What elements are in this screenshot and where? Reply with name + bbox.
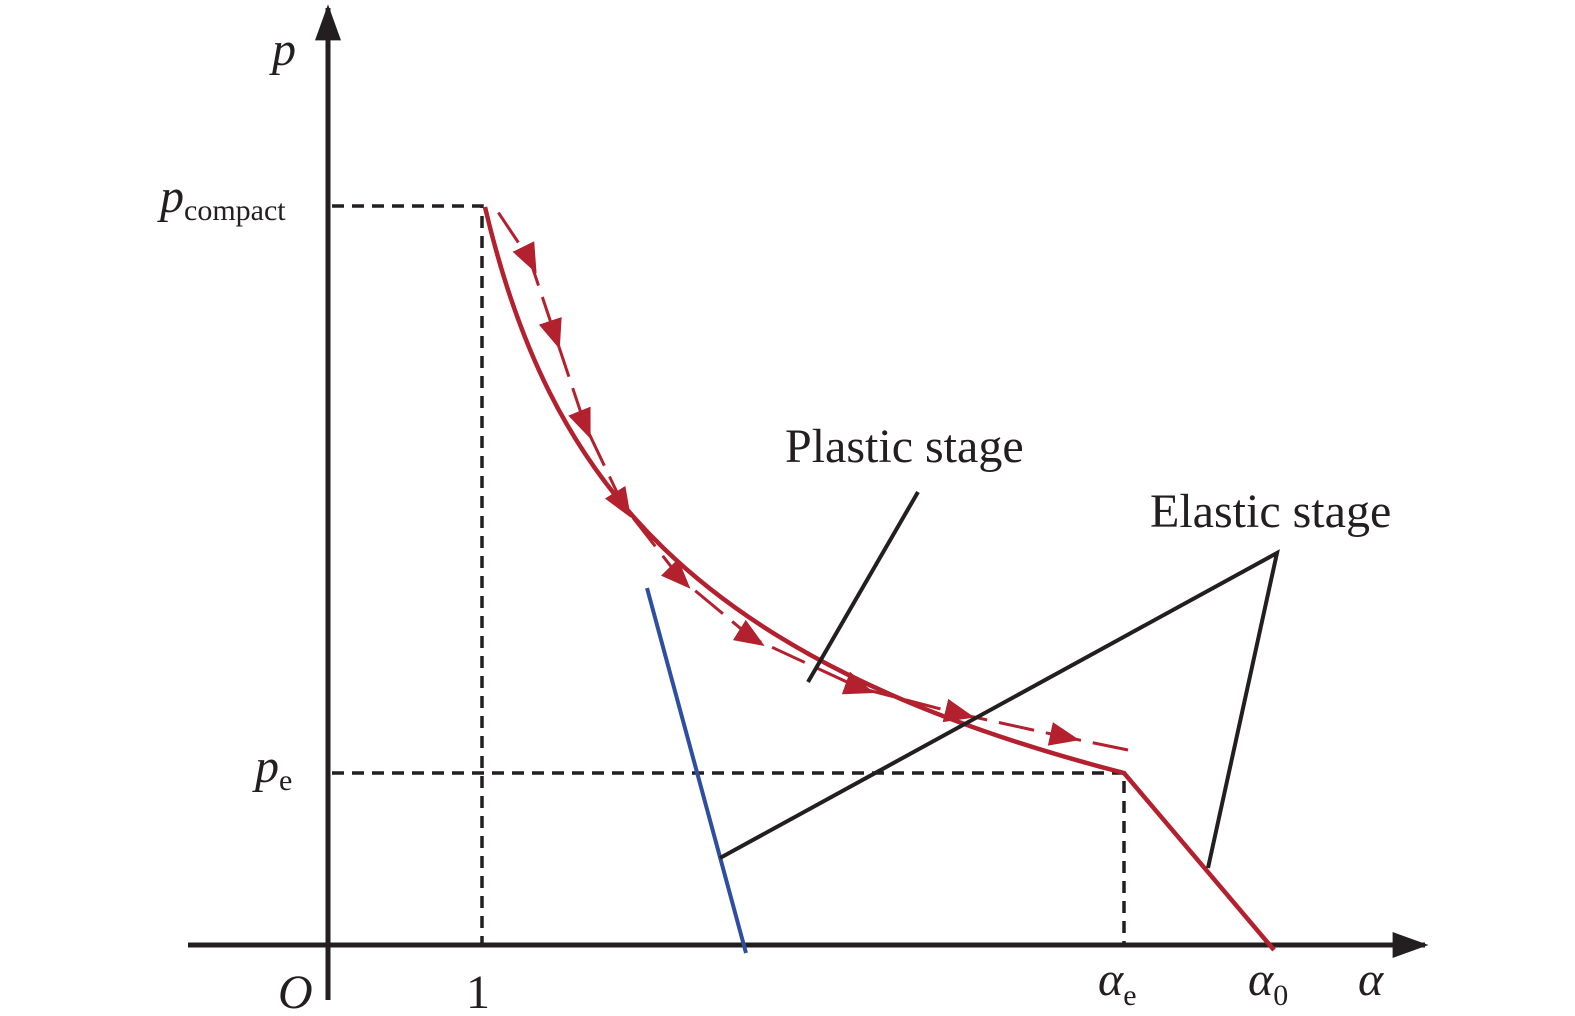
x-axis-label: α: [1358, 953, 1384, 1006]
compaction-curve: [482, 206, 1276, 952]
y-tick-label: pe: [252, 740, 292, 797]
x-tick-label: 1: [466, 966, 490, 1016]
elastic-unloading-line: [645, 587, 748, 954]
symbol: α: [1248, 953, 1274, 1006]
symbol: p: [157, 170, 184, 223]
symbol: p: [252, 740, 279, 793]
leader-lines: [719, 490, 1280, 869]
guide-lines: [332, 204, 1126, 945]
subscript: 0: [1273, 979, 1288, 1012]
subscript: compact: [184, 194, 286, 227]
y-tick-label: pcompact: [157, 170, 286, 227]
y-axis-label: p: [269, 23, 296, 76]
subscript: e: [1123, 979, 1136, 1012]
loading-path: [496, 211, 1129, 752]
symbol: α: [1098, 953, 1124, 1006]
origin-label: O: [278, 966, 313, 1016]
subscript: e: [279, 764, 292, 797]
x-tick-label: α0: [1248, 953, 1288, 1012]
annotation: Plastic stage: [785, 420, 1024, 473]
annotation: Elastic stage: [1150, 485, 1391, 538]
x-tick-label: αe: [1098, 953, 1137, 1012]
